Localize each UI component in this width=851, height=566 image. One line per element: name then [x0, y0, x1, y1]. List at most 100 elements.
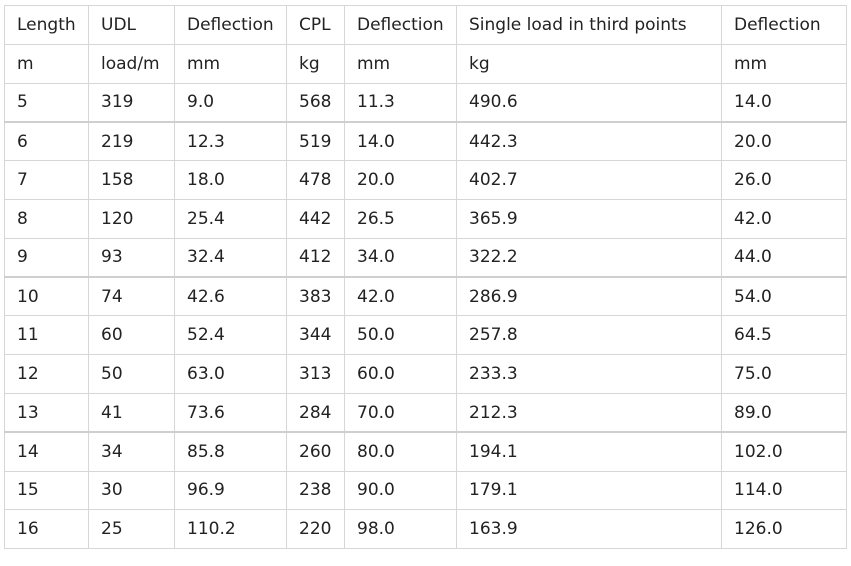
table-row: 13 41 73.6 284 70.0 212.3 89.0: [4, 393, 847, 434]
cell-third-point-deflection: 42.0: [721, 199, 847, 239]
cell-udl: 158: [88, 160, 175, 200]
cell-third-point-load: 402.7: [456, 160, 722, 200]
cell-third-point-deflection: 89.0: [721, 393, 847, 434]
cell-cpl: 284: [286, 393, 345, 434]
cell-cpl-deflection: 20.0: [344, 160, 457, 200]
cell-udl: 219: [88, 121, 175, 162]
cell-third-point-deflection: 44.0: [721, 238, 847, 279]
cell-length: 13: [4, 393, 89, 434]
cell-cpl-deflection: 50.0: [344, 315, 457, 356]
table-row: 8 120 25.4 442 26.5 365.9 42.0: [4, 199, 847, 239]
cell-length: 11: [4, 315, 89, 356]
cell-third-point-load: 257.8: [456, 315, 722, 356]
cell-udl-deflection: 96.9: [174, 471, 287, 511]
cell-udl-deflection: 85.8: [174, 432, 287, 472]
table-row: 10 74 42.6 383 42.0 286.9 54.0: [4, 277, 847, 317]
cell-udl-deflection: 25.4: [174, 199, 287, 239]
cell-cpl-deflection: 34.0: [344, 238, 457, 279]
table-row: 14 34 85.8 260 80.0 194.1 102.0: [4, 432, 847, 472]
cell-third-point-deflection: 114.0: [721, 471, 847, 511]
cell-third-point-deflection: 20.0: [721, 121, 847, 162]
cell-cpl-deflection: 60.0: [344, 354, 457, 394]
cell-third-point-deflection: Deflection: [721, 5, 847, 45]
cell-third-point-deflection: 64.5: [721, 315, 847, 356]
cell-third-point-load: 212.3: [456, 393, 722, 434]
cell-third-point-load: 233.3: [456, 354, 722, 394]
cell-udl-deflection: 42.6: [174, 277, 287, 317]
cell-cpl: 478: [286, 160, 345, 200]
cell-udl-deflection: 9.0: [174, 83, 287, 123]
cell-cpl: 383: [286, 277, 345, 317]
cell-third-point-load: 286.9: [456, 277, 722, 317]
cell-udl: load/m: [88, 44, 175, 84]
cell-third-point-load: 194.1: [456, 432, 722, 472]
cell-udl: 34: [88, 432, 175, 472]
cell-udl-deflection: 52.4: [174, 315, 287, 356]
cell-third-point-load: 442.3: [456, 121, 722, 162]
units-row: m load/m mm kg mm kg mm: [4, 44, 847, 84]
cell-udl: 41: [88, 393, 175, 434]
cell-length: 16: [4, 509, 89, 550]
cell-cpl-deflection: 80.0: [344, 432, 457, 472]
cell-length: m: [4, 44, 89, 84]
cell-udl: 60: [88, 315, 175, 356]
cell-cpl: 344: [286, 315, 345, 356]
cell-cpl: 442: [286, 199, 345, 239]
cell-third-point-deflection: 54.0: [721, 277, 847, 317]
cell-third-point-deflection: 14.0: [721, 83, 847, 123]
cell-cpl-deflection: 70.0: [344, 393, 457, 434]
cell-udl: 25: [88, 509, 175, 550]
cell-udl-deflection: 63.0: [174, 354, 287, 394]
cell-cpl-deflection: 42.0: [344, 277, 457, 317]
cell-cpl-deflection: 26.5: [344, 199, 457, 239]
cell-third-point-deflection: 126.0: [721, 509, 847, 550]
cell-length: 5: [4, 83, 89, 123]
cell-third-point-deflection: mm: [721, 44, 847, 84]
cell-cpl-deflection: 98.0: [344, 509, 457, 550]
cell-cpl: 568: [286, 83, 345, 123]
cell-udl-deflection: mm: [174, 44, 287, 84]
cell-third-point-load: Single load in third points: [456, 5, 722, 45]
table-row: 12 50 63.0 313 60.0 233.3 75.0: [4, 354, 847, 394]
cell-udl: UDL: [88, 5, 175, 45]
cell-cpl: CPL: [286, 5, 345, 45]
cell-cpl: 220: [286, 509, 345, 550]
table-row: 16 25 110.2 220 98.0 163.9 126.0: [4, 509, 847, 550]
cell-third-point-deflection: 75.0: [721, 354, 847, 394]
table-row: 6 219 12.3 519 14.0 442.3 20.0: [4, 121, 847, 162]
cell-udl: 93: [88, 238, 175, 279]
cell-length: 12: [4, 354, 89, 394]
cell-third-point-load: 163.9: [456, 509, 722, 550]
cell-cpl: 260: [286, 432, 345, 472]
header-row: Length UDL Deflection CPL Deflection Single l…: [4, 5, 847, 45]
cell-udl-deflection: 18.0: [174, 160, 287, 200]
cell-udl: 120: [88, 199, 175, 239]
cell-length: 7: [4, 160, 89, 200]
cell-cpl-deflection: mm: [344, 44, 457, 84]
load-deflection-table: Length UDL Deflection CPL Deflection Single l…: [4, 5, 847, 550]
cell-third-point-load: 322.2: [456, 238, 722, 279]
cell-cpl-deflection: 11.3: [344, 83, 457, 123]
cell-length: 15: [4, 471, 89, 511]
cell-length: Length: [4, 5, 89, 45]
cell-udl: 30: [88, 471, 175, 511]
table-row: 9 93 32.4 412 34.0 322.2 44.0: [4, 238, 847, 279]
cell-third-point-load: 179.1: [456, 471, 722, 511]
cell-length: 9: [4, 238, 89, 279]
cell-cpl: 412: [286, 238, 345, 279]
table-row: 7 158 18.0 478 20.0 402.7 26.0: [4, 160, 847, 200]
cell-udl-deflection: 12.3: [174, 121, 287, 162]
cell-udl-deflection: Deflection: [174, 5, 287, 45]
cell-udl-deflection: 110.2: [174, 509, 287, 550]
cell-third-point-load: 490.6: [456, 83, 722, 123]
cell-length: 10: [4, 277, 89, 317]
cell-cpl: kg: [286, 44, 345, 84]
table-row: 15 30 96.9 238 90.0 179.1 114.0: [4, 471, 847, 511]
cell-udl-deflection: 73.6: [174, 393, 287, 434]
cell-udl: 74: [88, 277, 175, 317]
cell-udl-deflection: 32.4: [174, 238, 287, 279]
cell-cpl-deflection: Deflection: [344, 5, 457, 45]
cell-cpl: 238: [286, 471, 345, 511]
cell-cpl: 313: [286, 354, 345, 394]
cell-cpl: 519: [286, 121, 345, 162]
